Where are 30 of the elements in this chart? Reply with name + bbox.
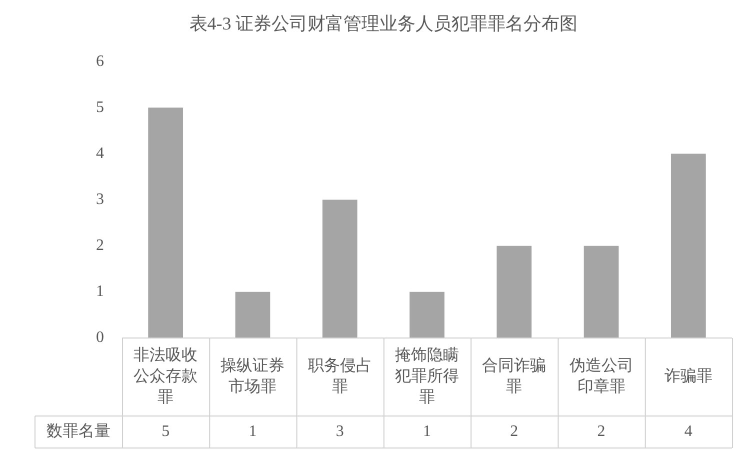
data-label: 5	[162, 423, 170, 440]
bar	[235, 292, 270, 338]
bar	[322, 200, 358, 338]
bar	[410, 292, 444, 338]
x-tick-label: 诈骗罪	[664, 367, 712, 386]
bar	[496, 246, 532, 338]
x-tick-label: 职务侵占罪	[308, 356, 372, 396]
data-label: 1	[248, 423, 257, 440]
text: 数罪名量	[46, 423, 110, 440]
y-tick-label: 3	[96, 191, 104, 208]
y-tick-label: 4	[96, 144, 104, 162]
y-tick-label: 6	[96, 52, 104, 70]
x-tick-label: 伪造公司印章罪	[569, 356, 634, 396]
chart-title: 表4-3 证券公司财富管理业务人员犯罪罪名分布图	[189, 14, 578, 34]
y-tick-label: 5	[96, 98, 104, 116]
y-tick-label: 2	[96, 237, 104, 254]
x-tick-label: 非法吸收公众存款罪	[134, 346, 198, 406]
bar	[584, 246, 619, 338]
bar	[671, 154, 706, 338]
data-label: 2	[597, 423, 606, 440]
data-label: 2	[510, 423, 518, 440]
x-tick-label: 合同诈骗罪	[482, 356, 546, 396]
data-label: 1	[423, 423, 431, 440]
y-tick-label: 0	[96, 329, 104, 346]
y-tick-label: 1	[96, 283, 104, 300]
data-label: 3	[336, 423, 344, 440]
data-label: 4	[684, 423, 692, 440]
bar	[148, 108, 183, 338]
x-tick-label: 掩饰隐瞒犯罪所得罪	[395, 346, 459, 406]
x-tick-label: 操纵证券市场罪	[220, 356, 285, 396]
